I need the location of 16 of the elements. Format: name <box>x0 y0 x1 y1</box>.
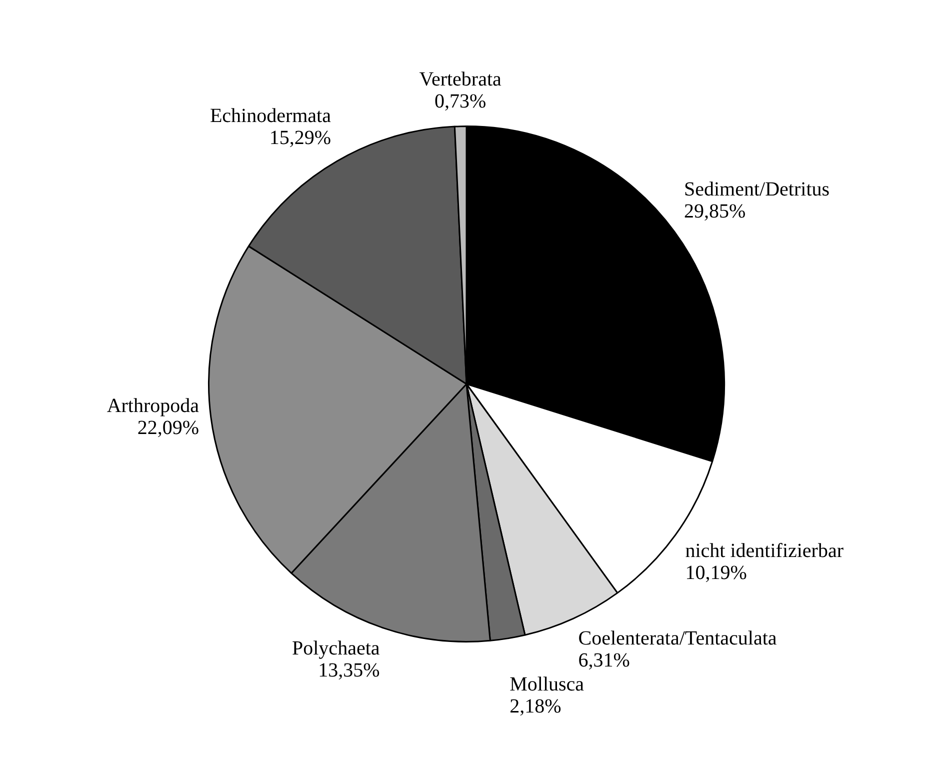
slice-label: Mollusca <box>510 674 584 696</box>
slice-label: Sediment/Detritus <box>684 178 830 201</box>
slice-label: Arthropoda <box>106 395 200 418</box>
slice-label: nicht identifizierbar <box>685 540 844 562</box>
slice-label: Vertebrata <box>419 68 502 91</box>
data-label: 15,29% <box>269 127 331 149</box>
data-label: 13,35% <box>318 660 380 682</box>
slice-label: Echinodermata <box>210 105 332 127</box>
data-label: 22,09% <box>137 417 200 440</box>
data-label: 29,85% <box>684 200 746 223</box>
slice-label: Coelenterata/Tentaculata <box>578 628 777 650</box>
data-label: 0,73% <box>434 90 486 113</box>
data-label: 10,19% <box>685 562 747 584</box>
slice-label: Polychaeta <box>292 638 380 660</box>
data-label: 2,18% <box>510 696 562 718</box>
data-label: 6,31% <box>578 650 630 672</box>
